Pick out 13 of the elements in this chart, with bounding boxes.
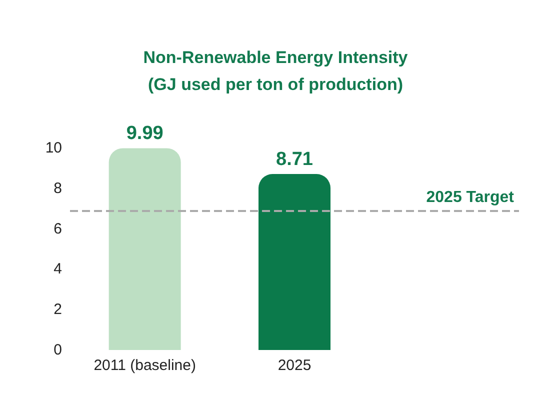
y-tick-label: 4 — [54, 260, 62, 278]
chart-subtitle: (GJ used per ton of production) — [148, 75, 403, 94]
data-label: 8.71 — [276, 149, 314, 170]
y-tick-label: 8 — [54, 180, 62, 197]
y-tick-label: 6 — [54, 220, 62, 238]
y-tick-label: 0 — [54, 342, 62, 358]
x-tick-label: 2011 (baseline) — [94, 357, 196, 374]
chart-title: Non-Renewable Energy Intensity — [143, 48, 408, 67]
y-tick-label: 10 — [45, 140, 62, 156]
x-tick-label: 2025 — [278, 357, 312, 374]
data-label: 9.99 — [126, 123, 164, 144]
ref-line-label: 2025 Target — [426, 189, 515, 206]
y-tick-label: 2 — [54, 301, 62, 318]
